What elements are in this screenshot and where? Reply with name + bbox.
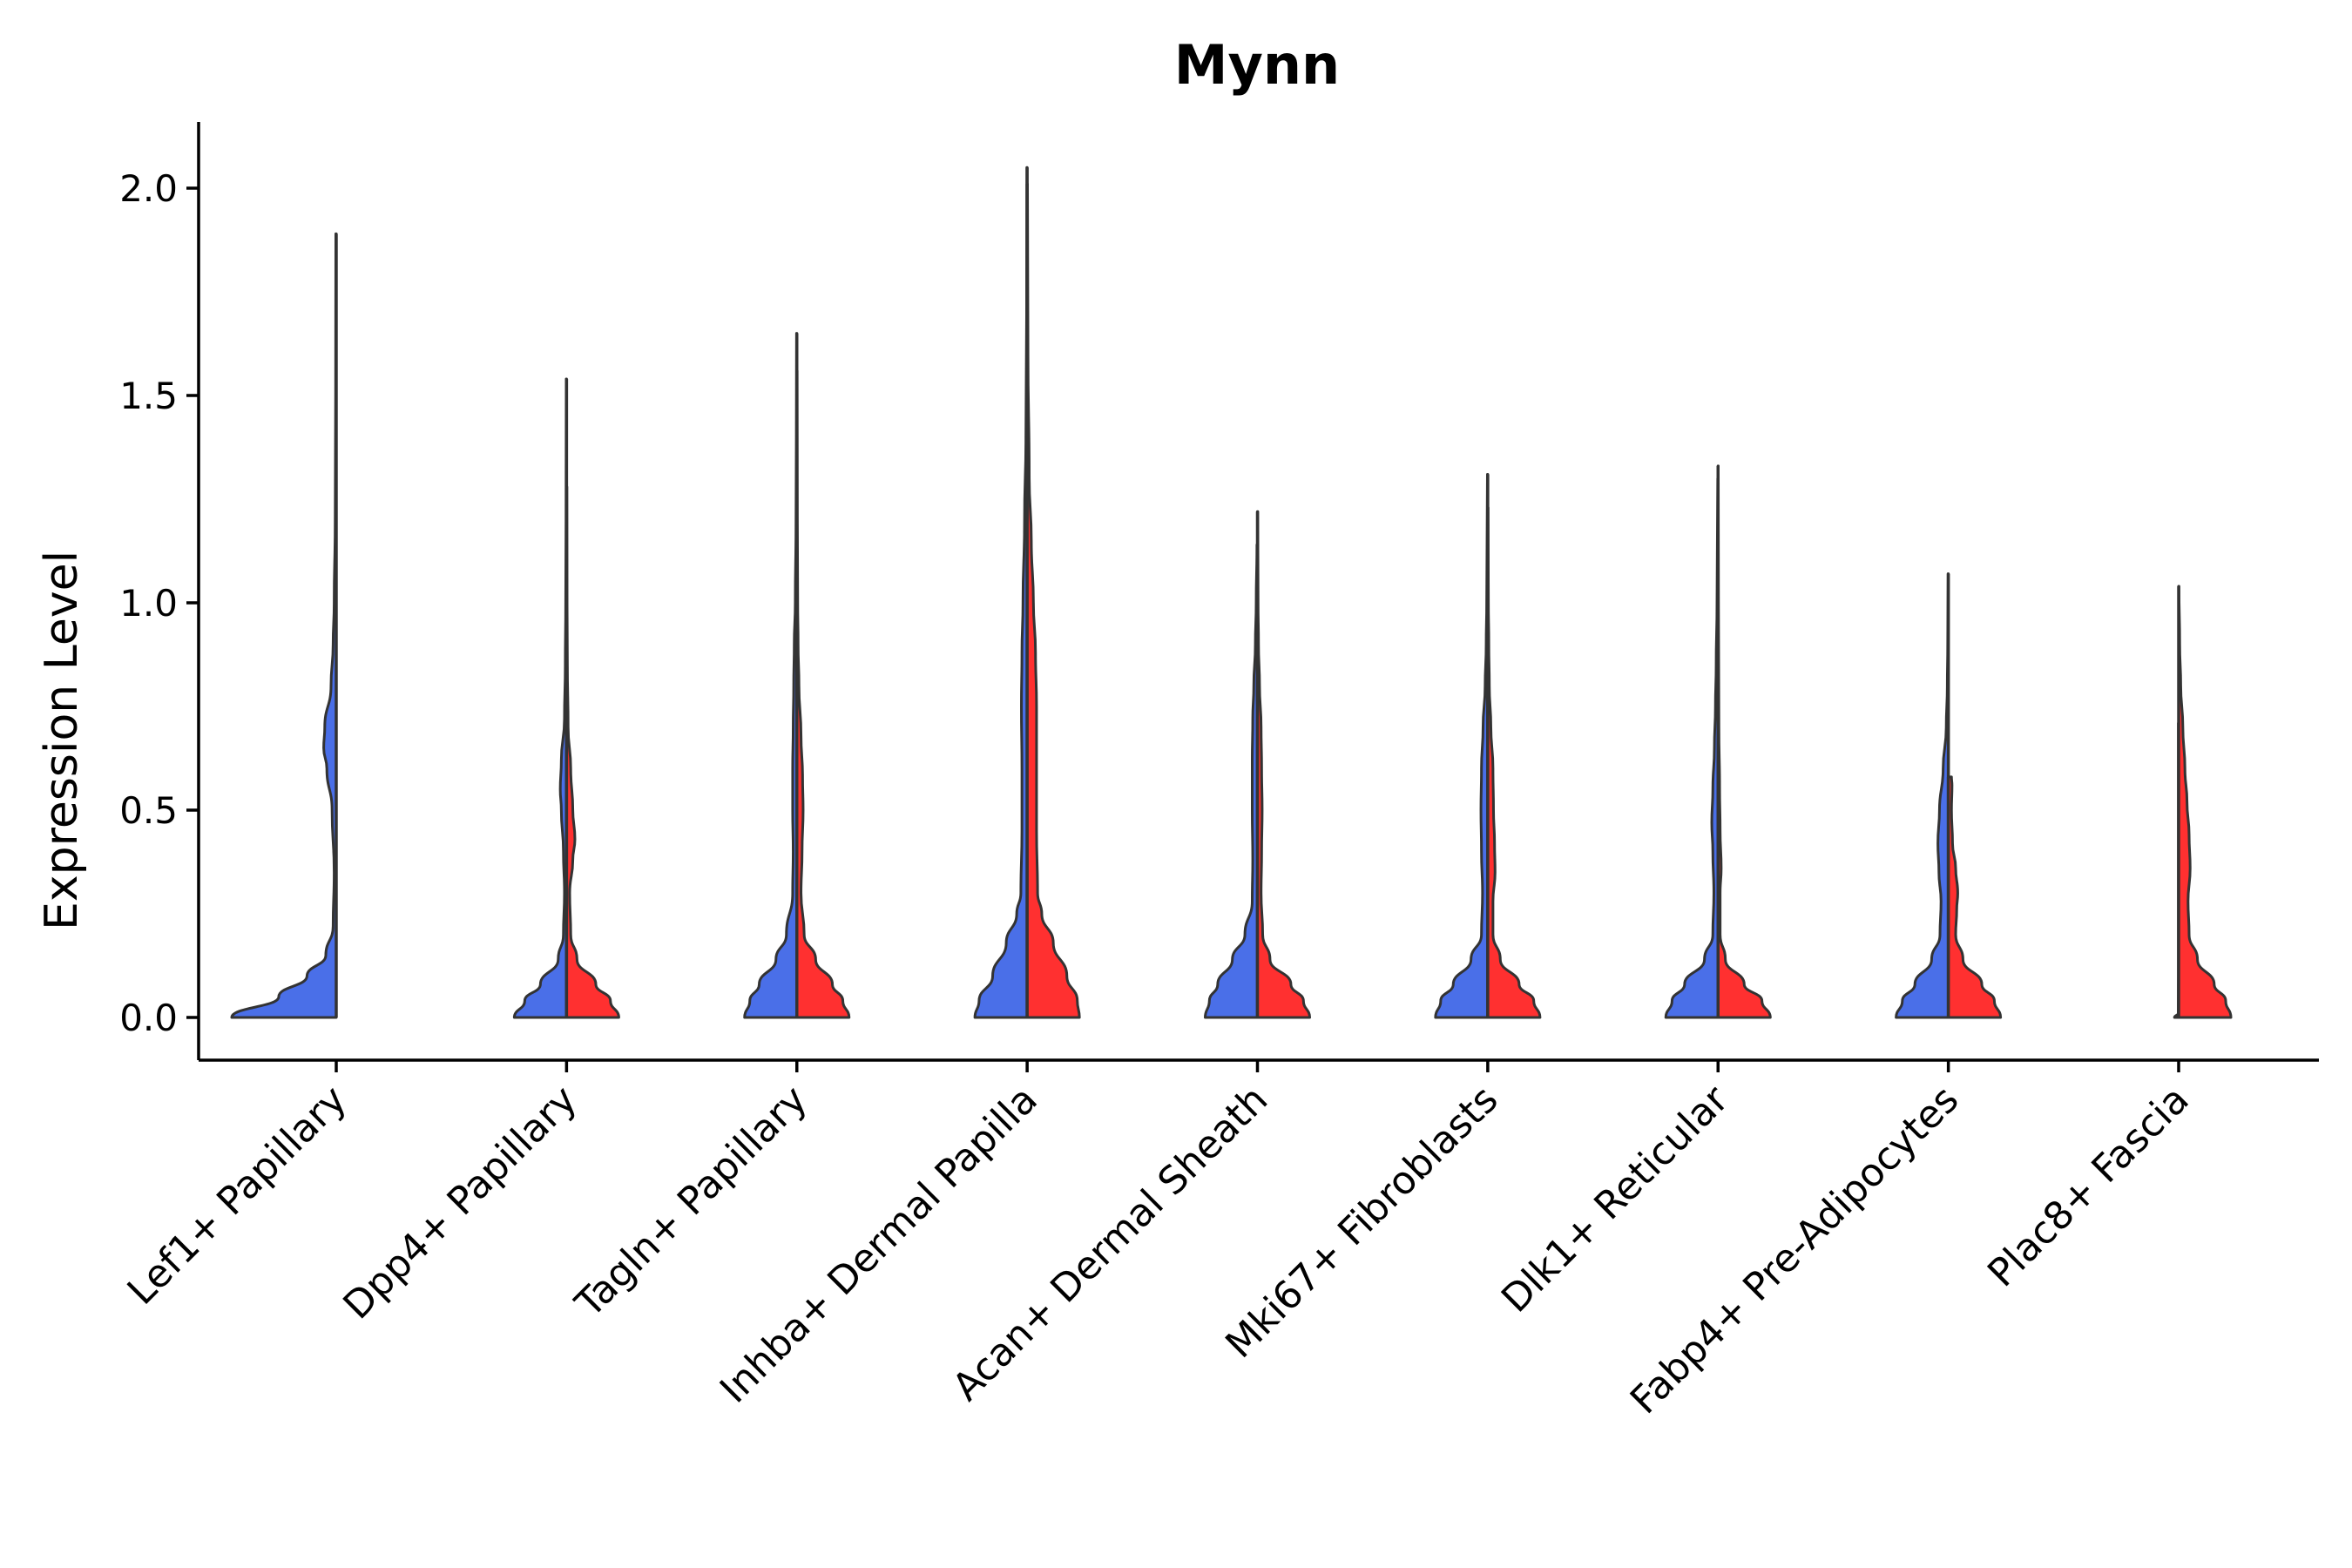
x-tick-label-8: Plac8+ Fascia <box>1979 1078 2198 1296</box>
violin-5-left <box>1434 472 1490 1019</box>
violin-2-right <box>795 368 851 1019</box>
y-axis-label: Expression Level <box>36 551 88 930</box>
chart-title: Mynn <box>1174 33 1340 97</box>
x-tick-label-1: Dpp4+ Papillary <box>335 1078 585 1328</box>
violin-0-left <box>230 232 338 1019</box>
violin-4-right <box>1256 510 1311 1019</box>
y-tick-label-0: 0.0 <box>119 997 178 1039</box>
y-tick-label-1: 0.5 <box>119 789 178 832</box>
violin-7-left <box>1895 572 1950 1019</box>
violin-1-left <box>512 377 568 1019</box>
y-tick-label-3: 1.5 <box>119 375 178 417</box>
violin-5-right <box>1486 506 1542 1019</box>
violin-6-right <box>1716 464 1772 1019</box>
violin-8-right <box>2177 585 2233 1019</box>
y-tick-label-4: 2.0 <box>119 167 178 210</box>
violin-2-left <box>743 332 799 1019</box>
violin-6-left <box>1664 476 1720 1019</box>
violin-1-right <box>564 485 620 1019</box>
violin-3-left <box>973 166 1029 1019</box>
x-tick-label-0: Lef1+ Papillary <box>119 1078 355 1314</box>
x-tick-label-6: Dlk1+ Reticular <box>1493 1077 1738 1321</box>
violin-4-left <box>1204 543 1259 1019</box>
violin-3-right <box>1025 182 1081 1019</box>
violins-layer <box>230 166 2233 1019</box>
y-tick-label-2: 1.0 <box>119 582 178 625</box>
violin-7-right <box>1947 775 2003 1019</box>
x-tick-label-2: Tagln+ Papillary <box>566 1078 815 1327</box>
